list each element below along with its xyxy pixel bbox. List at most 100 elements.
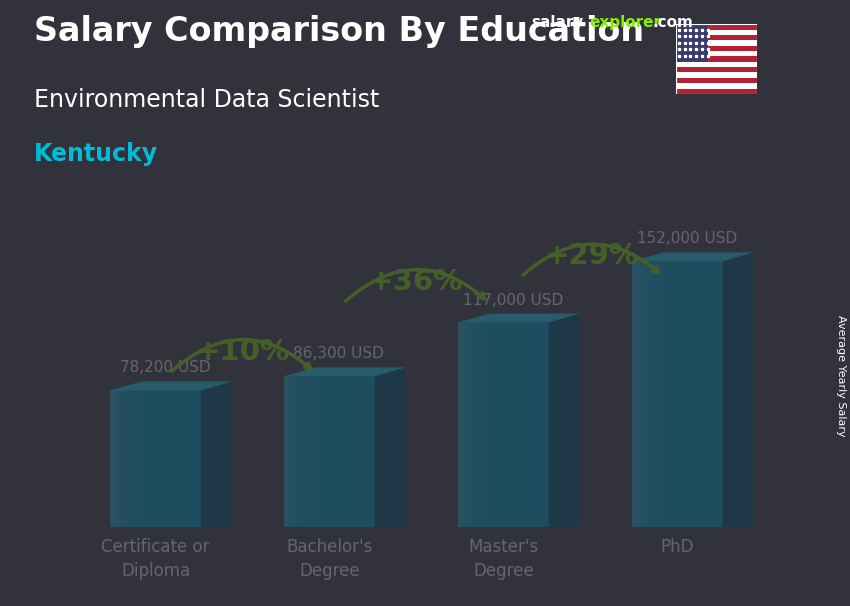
Bar bbox=[654, 261, 657, 527]
Bar bbox=[458, 322, 549, 527]
Bar bbox=[142, 390, 145, 527]
Bar bbox=[138, 390, 139, 527]
Polygon shape bbox=[632, 252, 754, 261]
Polygon shape bbox=[110, 382, 232, 390]
Bar bbox=[676, 73, 756, 78]
Bar bbox=[112, 390, 115, 527]
Text: Kentucky: Kentucky bbox=[34, 142, 158, 167]
Polygon shape bbox=[201, 382, 232, 527]
Bar bbox=[676, 35, 756, 41]
Bar bbox=[458, 322, 461, 527]
Text: 117,000 USD: 117,000 USD bbox=[462, 293, 563, 307]
Bar bbox=[133, 390, 135, 527]
Text: +36%: +36% bbox=[369, 268, 464, 296]
Bar bbox=[490, 322, 492, 527]
Bar bbox=[495, 322, 496, 527]
Bar bbox=[676, 45, 756, 51]
Bar bbox=[304, 376, 307, 527]
Text: explorer: explorer bbox=[589, 15, 661, 30]
Bar bbox=[668, 261, 671, 527]
Bar bbox=[462, 322, 465, 527]
Bar bbox=[653, 261, 655, 527]
Bar bbox=[298, 376, 300, 527]
Bar bbox=[303, 376, 304, 527]
Bar bbox=[676, 41, 756, 45]
Bar bbox=[492, 322, 495, 527]
Bar bbox=[316, 376, 318, 527]
Bar bbox=[146, 390, 149, 527]
Text: Environmental Data Scientist: Environmental Data Scientist bbox=[34, 88, 379, 112]
Bar bbox=[115, 390, 117, 527]
Bar bbox=[646, 261, 648, 527]
Bar bbox=[676, 24, 756, 30]
Text: .com: .com bbox=[653, 15, 694, 30]
Bar bbox=[128, 390, 131, 527]
Bar bbox=[476, 322, 479, 527]
Bar bbox=[639, 261, 641, 527]
Bar bbox=[468, 322, 469, 527]
Bar bbox=[485, 322, 488, 527]
Text: Salary Comparison By Education: Salary Comparison By Education bbox=[34, 15, 644, 48]
Bar bbox=[676, 67, 756, 73]
Bar bbox=[284, 376, 286, 527]
Bar bbox=[126, 390, 128, 527]
Text: salary: salary bbox=[531, 15, 584, 30]
Bar bbox=[650, 261, 653, 527]
Bar bbox=[291, 376, 293, 527]
Bar bbox=[666, 261, 668, 527]
Bar bbox=[300, 376, 303, 527]
Bar bbox=[296, 376, 297, 527]
Bar bbox=[293, 376, 296, 527]
Bar bbox=[117, 390, 119, 527]
Bar bbox=[309, 376, 311, 527]
Bar bbox=[676, 24, 708, 62]
Text: 86,300 USD: 86,300 USD bbox=[293, 346, 384, 361]
Bar bbox=[323, 376, 325, 527]
Bar bbox=[676, 56, 756, 62]
Bar bbox=[676, 51, 756, 56]
Bar bbox=[124, 390, 126, 527]
Text: Average Yearly Salary: Average Yearly Salary bbox=[836, 315, 846, 436]
Text: +29%: +29% bbox=[545, 242, 639, 270]
Bar bbox=[637, 261, 639, 527]
Bar bbox=[311, 376, 314, 527]
Bar bbox=[481, 322, 483, 527]
Bar bbox=[474, 322, 476, 527]
Bar bbox=[676, 88, 756, 94]
Bar bbox=[144, 390, 146, 527]
Bar bbox=[307, 376, 309, 527]
Bar bbox=[496, 322, 499, 527]
Polygon shape bbox=[549, 314, 580, 527]
Text: +10%: +10% bbox=[196, 338, 290, 366]
Bar bbox=[314, 376, 316, 527]
Bar bbox=[648, 261, 650, 527]
Bar bbox=[676, 30, 756, 35]
Bar bbox=[461, 322, 462, 527]
Bar bbox=[632, 261, 722, 527]
Bar bbox=[479, 322, 481, 527]
Bar bbox=[119, 390, 122, 527]
Bar bbox=[122, 390, 124, 527]
Bar bbox=[465, 322, 468, 527]
Polygon shape bbox=[722, 252, 754, 527]
Bar bbox=[284, 376, 375, 527]
Bar bbox=[657, 261, 660, 527]
Bar bbox=[139, 390, 142, 527]
Bar bbox=[289, 376, 291, 527]
Bar bbox=[632, 261, 634, 527]
Bar bbox=[320, 376, 323, 527]
Bar bbox=[641, 261, 643, 527]
Bar bbox=[676, 78, 756, 83]
Text: 78,200 USD: 78,200 USD bbox=[120, 361, 210, 376]
Bar bbox=[131, 390, 133, 527]
Bar bbox=[149, 390, 151, 527]
Bar bbox=[286, 376, 289, 527]
Bar bbox=[661, 261, 664, 527]
Polygon shape bbox=[375, 367, 406, 527]
Polygon shape bbox=[284, 367, 406, 376]
Bar bbox=[483, 322, 485, 527]
Polygon shape bbox=[458, 314, 580, 322]
Bar bbox=[472, 322, 474, 527]
Bar bbox=[469, 322, 472, 527]
Bar bbox=[676, 83, 756, 88]
